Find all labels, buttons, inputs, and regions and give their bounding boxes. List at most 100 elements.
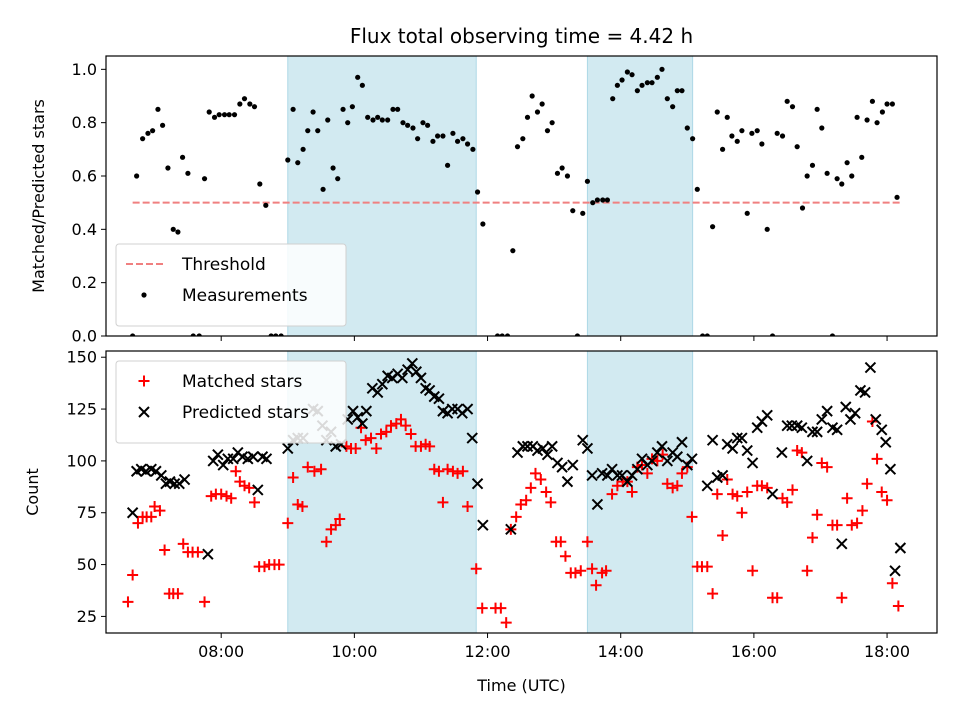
predicted-star-point <box>586 469 598 482</box>
predicted-star-point <box>801 455 813 467</box>
predicted-star-point <box>517 440 529 453</box>
measurement-point <box>644 80 650 86</box>
measurement-point <box>624 69 630 75</box>
matched-star-point <box>360 434 372 446</box>
measurement-point <box>310 109 316 115</box>
measurement-point <box>273 333 279 336</box>
measurement-point <box>410 125 416 131</box>
measurement-point <box>610 96 616 102</box>
measurement-point <box>395 106 401 112</box>
measurement-point <box>375 114 381 120</box>
predicted-star-point <box>806 426 819 438</box>
y-axis-label-top: Matched/Predicted stars <box>29 99 48 293</box>
measurement-point <box>719 146 726 152</box>
measurement-point <box>150 128 156 134</box>
matched-star-point <box>801 565 813 577</box>
x-axis-label: Time (UTC) <box>476 676 565 695</box>
legend-label: Matched stars <box>182 372 302 392</box>
measurement-point <box>619 77 625 83</box>
measurement-point <box>226 112 232 118</box>
matched-star-point <box>871 453 883 465</box>
measurement-point <box>819 125 825 131</box>
matched-star-point <box>846 519 858 531</box>
measurement-point <box>190 333 196 336</box>
matched-star-point <box>641 467 653 479</box>
matched-star-point <box>350 442 362 454</box>
measurement-point <box>460 136 466 142</box>
measurement-point <box>430 138 436 144</box>
y-tick-label: 0.6 <box>72 167 97 186</box>
measurement-point <box>179 154 186 160</box>
matched-star-point <box>586 563 598 575</box>
measurement-point <box>774 130 780 136</box>
matched-star-point <box>296 501 308 513</box>
measurement-point <box>600 197 606 203</box>
matched-star-point <box>495 602 507 614</box>
measurement-point <box>889 101 895 107</box>
predicted-star-point <box>621 475 634 488</box>
measurement-point <box>251 104 258 110</box>
measurement-point <box>574 333 581 336</box>
measurement-point <box>435 133 441 139</box>
x-tick-label: 14:00 <box>598 642 644 661</box>
measurement-point <box>654 74 660 80</box>
matched-star-point <box>273 559 285 571</box>
measurement-point <box>729 133 735 139</box>
predicted-star-point <box>471 477 484 490</box>
measurement-point <box>510 248 516 254</box>
matched-star-point <box>851 517 863 529</box>
measurement-point <box>710 224 716 230</box>
measurement-point <box>664 96 670 102</box>
predicted-star-point <box>864 361 877 374</box>
matched-star-point <box>452 467 464 479</box>
measurement-point <box>474 189 481 195</box>
matched-star-point <box>132 517 144 529</box>
matched-star-point <box>535 474 547 486</box>
matched-star-point <box>525 482 537 494</box>
measurement-point <box>799 205 806 211</box>
measurement-point <box>420 120 426 126</box>
measurement-point <box>145 130 151 136</box>
predicted-star-point <box>401 363 414 376</box>
matched-star-point <box>747 565 759 577</box>
predicted-star-point <box>870 413 882 426</box>
predicted-star-point <box>282 442 294 455</box>
matched-star-point <box>600 565 612 577</box>
predicted-star-point <box>546 440 558 453</box>
measurement-point <box>247 101 253 107</box>
measurement-point <box>634 88 640 94</box>
predicted-star-point <box>706 434 719 446</box>
matched-star-point <box>736 507 748 519</box>
y-tick-label: 50 <box>77 555 97 574</box>
measurement-point <box>884 101 890 107</box>
predicted-star-point <box>351 411 364 424</box>
measurement-point <box>824 170 830 176</box>
predicted-star-point <box>247 451 259 463</box>
measurement-point <box>604 197 610 203</box>
measurement-point <box>216 112 222 118</box>
measurement-point <box>470 146 476 152</box>
matched-star-point <box>457 465 469 477</box>
predicted-star-point <box>681 459 694 471</box>
measurement-point <box>594 197 601 203</box>
measurement-point <box>804 173 810 179</box>
measurement-point <box>839 181 845 187</box>
measurement-point <box>201 176 208 182</box>
predicted-star-point <box>260 453 273 465</box>
measurement-point <box>278 333 284 336</box>
observing-interval-shade <box>587 351 693 633</box>
measurement-point <box>130 333 136 336</box>
measurement-point <box>425 122 431 128</box>
matched-star-point <box>711 488 723 500</box>
predicted-star-point <box>876 424 888 436</box>
matched-star-point <box>400 420 412 432</box>
matched-star-point <box>646 453 658 465</box>
matched-star-point <box>731 490 743 502</box>
legend-box <box>115 360 347 444</box>
matched-star-point <box>881 494 893 506</box>
predicted-star-point <box>537 442 549 455</box>
matched-star-point <box>651 455 663 467</box>
measurement-point <box>285 157 291 163</box>
measurement-point <box>690 136 696 142</box>
